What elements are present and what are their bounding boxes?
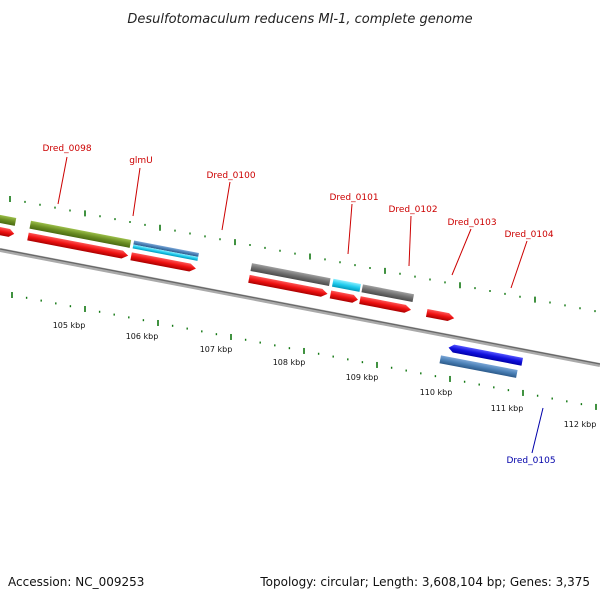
- upper-tick-track: [9, 196, 596, 313]
- kbp-label: 112 kbp: [564, 420, 597, 429]
- gene-label-dred-0105[interactable]: Dred_0105: [506, 456, 555, 466]
- cds-dred-0103[interactable]: [359, 296, 412, 314]
- gene-labels: Dred_0098 glmU Dred_0100 Dred_0101 Dred_…: [42, 144, 555, 466]
- cds-feature[interactable]: [0, 226, 15, 238]
- cds-dred-0102[interactable]: [329, 290, 359, 304]
- kbp-label: 108 kbp: [273, 358, 306, 367]
- gene-glmU[interactable]: [29, 220, 132, 248]
- lower-tick-track: [11, 292, 597, 410]
- gene-dred-0105[interactable]: [439, 355, 518, 378]
- gene-label-dred-0101[interactable]: Dred_0101: [329, 193, 378, 203]
- cds-dred-0100[interactable]: [130, 252, 196, 272]
- gene-dred-0100[interactable]: [133, 240, 199, 257]
- gene-label-dred-0104[interactable]: Dred_0104: [504, 230, 553, 240]
- kbp-label: 106 kbp: [126, 332, 159, 341]
- cds-glmU[interactable]: [27, 232, 129, 260]
- kbp-label: 107 kbp: [200, 345, 233, 354]
- gene-label-glmU[interactable]: glmU: [129, 156, 153, 166]
- gene-dred-0105-reverse[interactable]: [448, 344, 523, 366]
- kbp-label: 110 kbp: [420, 388, 453, 397]
- gene-dred-0103[interactable]: [361, 284, 415, 303]
- gene-dred-0102[interactable]: [331, 278, 361, 292]
- topology-text: Topology: circular; Length: 3,608,104 bp…: [259, 575, 590, 589]
- gene-feature[interactable]: [0, 214, 17, 226]
- gene-dred-0100-strand[interactable]: [132, 244, 199, 261]
- gene-label-dred-0098[interactable]: Dred_0098: [42, 144, 91, 154]
- cds-dred-0104[interactable]: [425, 308, 455, 322]
- gene-label-dred-0100[interactable]: Dred_0100: [206, 171, 255, 181]
- kbp-label: 109 kbp: [346, 373, 379, 382]
- gene-label-dred-0103[interactable]: Dred_0103: [447, 218, 496, 228]
- kbp-label: 105 kbp: [53, 321, 86, 330]
- genome-backbone: [0, 248, 600, 367]
- accession-text: Accession: NC_009253: [8, 575, 144, 589]
- kbp-label: 111 kbp: [491, 404, 524, 413]
- map-title: Desulfotomaculum reducens MI-1, complete…: [127, 12, 472, 27]
- gene-dred-0101[interactable]: [250, 263, 331, 287]
- gene-label-dred-0102[interactable]: Dred_0102: [388, 205, 437, 215]
- feature-tracks: [0, 214, 523, 378]
- cds-dred-0101[interactable]: [248, 274, 328, 298]
- genome-backbone-edge: [0, 248, 600, 365]
- kbp-scale: 105 kbp 106 kbp 107 kbp 108 kbp 109 kbp …: [53, 321, 597, 429]
